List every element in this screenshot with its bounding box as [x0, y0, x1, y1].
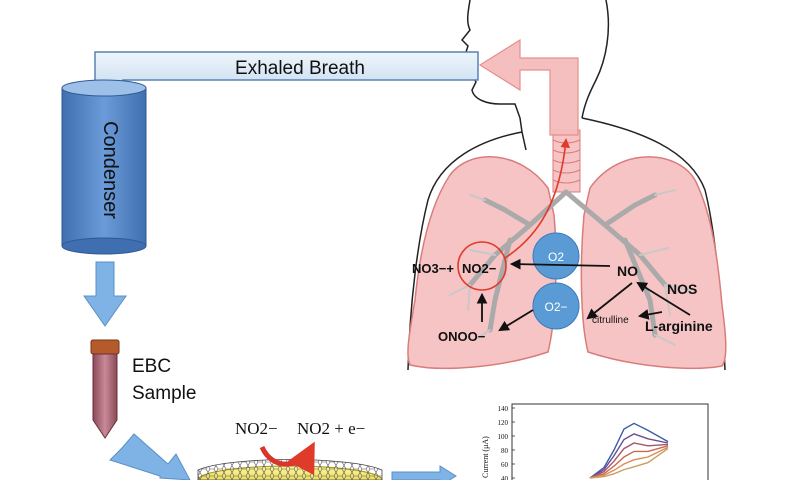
o2-circle [532, 232, 580, 280]
nitrite-label: NO2− [462, 261, 497, 276]
reaction-arrows [476, 258, 691, 332]
ebc-sample-tube [90, 339, 120, 439]
voltammogram-series-3 [589, 442, 669, 479]
no-label: NO [617, 263, 638, 279]
voltammogram-series-5 [589, 446, 669, 479]
y-tick-label: 120 [498, 419, 509, 427]
voltammogram-series-2 [589, 433, 669, 479]
electrode-product-label: NO2 + e− [297, 419, 365, 438]
voltammogram-series-1 [589, 422, 669, 479]
chart-ylabel: Current (μA) [481, 436, 490, 478]
superoxide-label: O2− [544, 300, 567, 314]
peroxynitrite-label: ONOO− [438, 329, 486, 344]
oxidation-arrow [259, 441, 315, 476]
no2-circle [457, 241, 507, 291]
chart-frame [511, 403, 709, 480]
o2-label: O2 [548, 250, 564, 264]
voltammogram-series-4 [589, 445, 669, 479]
right-arrow [391, 465, 457, 480]
head-profile-outline [460, 0, 610, 151]
voltammogram-chart: Current (μA) 140 120 100 80 60 40 [481, 403, 709, 480]
no2-exhale-curve [504, 138, 571, 259]
y-tick-label: 100 [498, 433, 509, 441]
condenser: Condenser [61, 79, 147, 255]
sample-label-line2: Sample [132, 383, 196, 404]
exhale-up-arrow [478, 38, 579, 136]
superoxide-circle [532, 282, 580, 330]
nos-label: NOS [667, 281, 697, 297]
y-tick-label: 140 [498, 405, 509, 413]
breath-label: Exhaled Breath [235, 58, 365, 79]
y-tick-label: 60 [501, 461, 509, 469]
sample-label-line1: EBC [132, 356, 171, 377]
y-tick-label: 40 [501, 475, 509, 480]
electrode-reactant-label: NO2− [235, 419, 278, 438]
diagonal-arrow [109, 433, 191, 480]
citrulline-label: citrulline [592, 315, 629, 326]
condenser-label: Condenser [99, 121, 121, 219]
down-arrow [83, 261, 127, 327]
l-arginine-label: L-arginine [645, 318, 713, 334]
nitrate-label: NO3−+ [412, 261, 454, 276]
voltammogram-series-6 [589, 448, 669, 479]
y-tick-label: 80 [501, 447, 509, 455]
